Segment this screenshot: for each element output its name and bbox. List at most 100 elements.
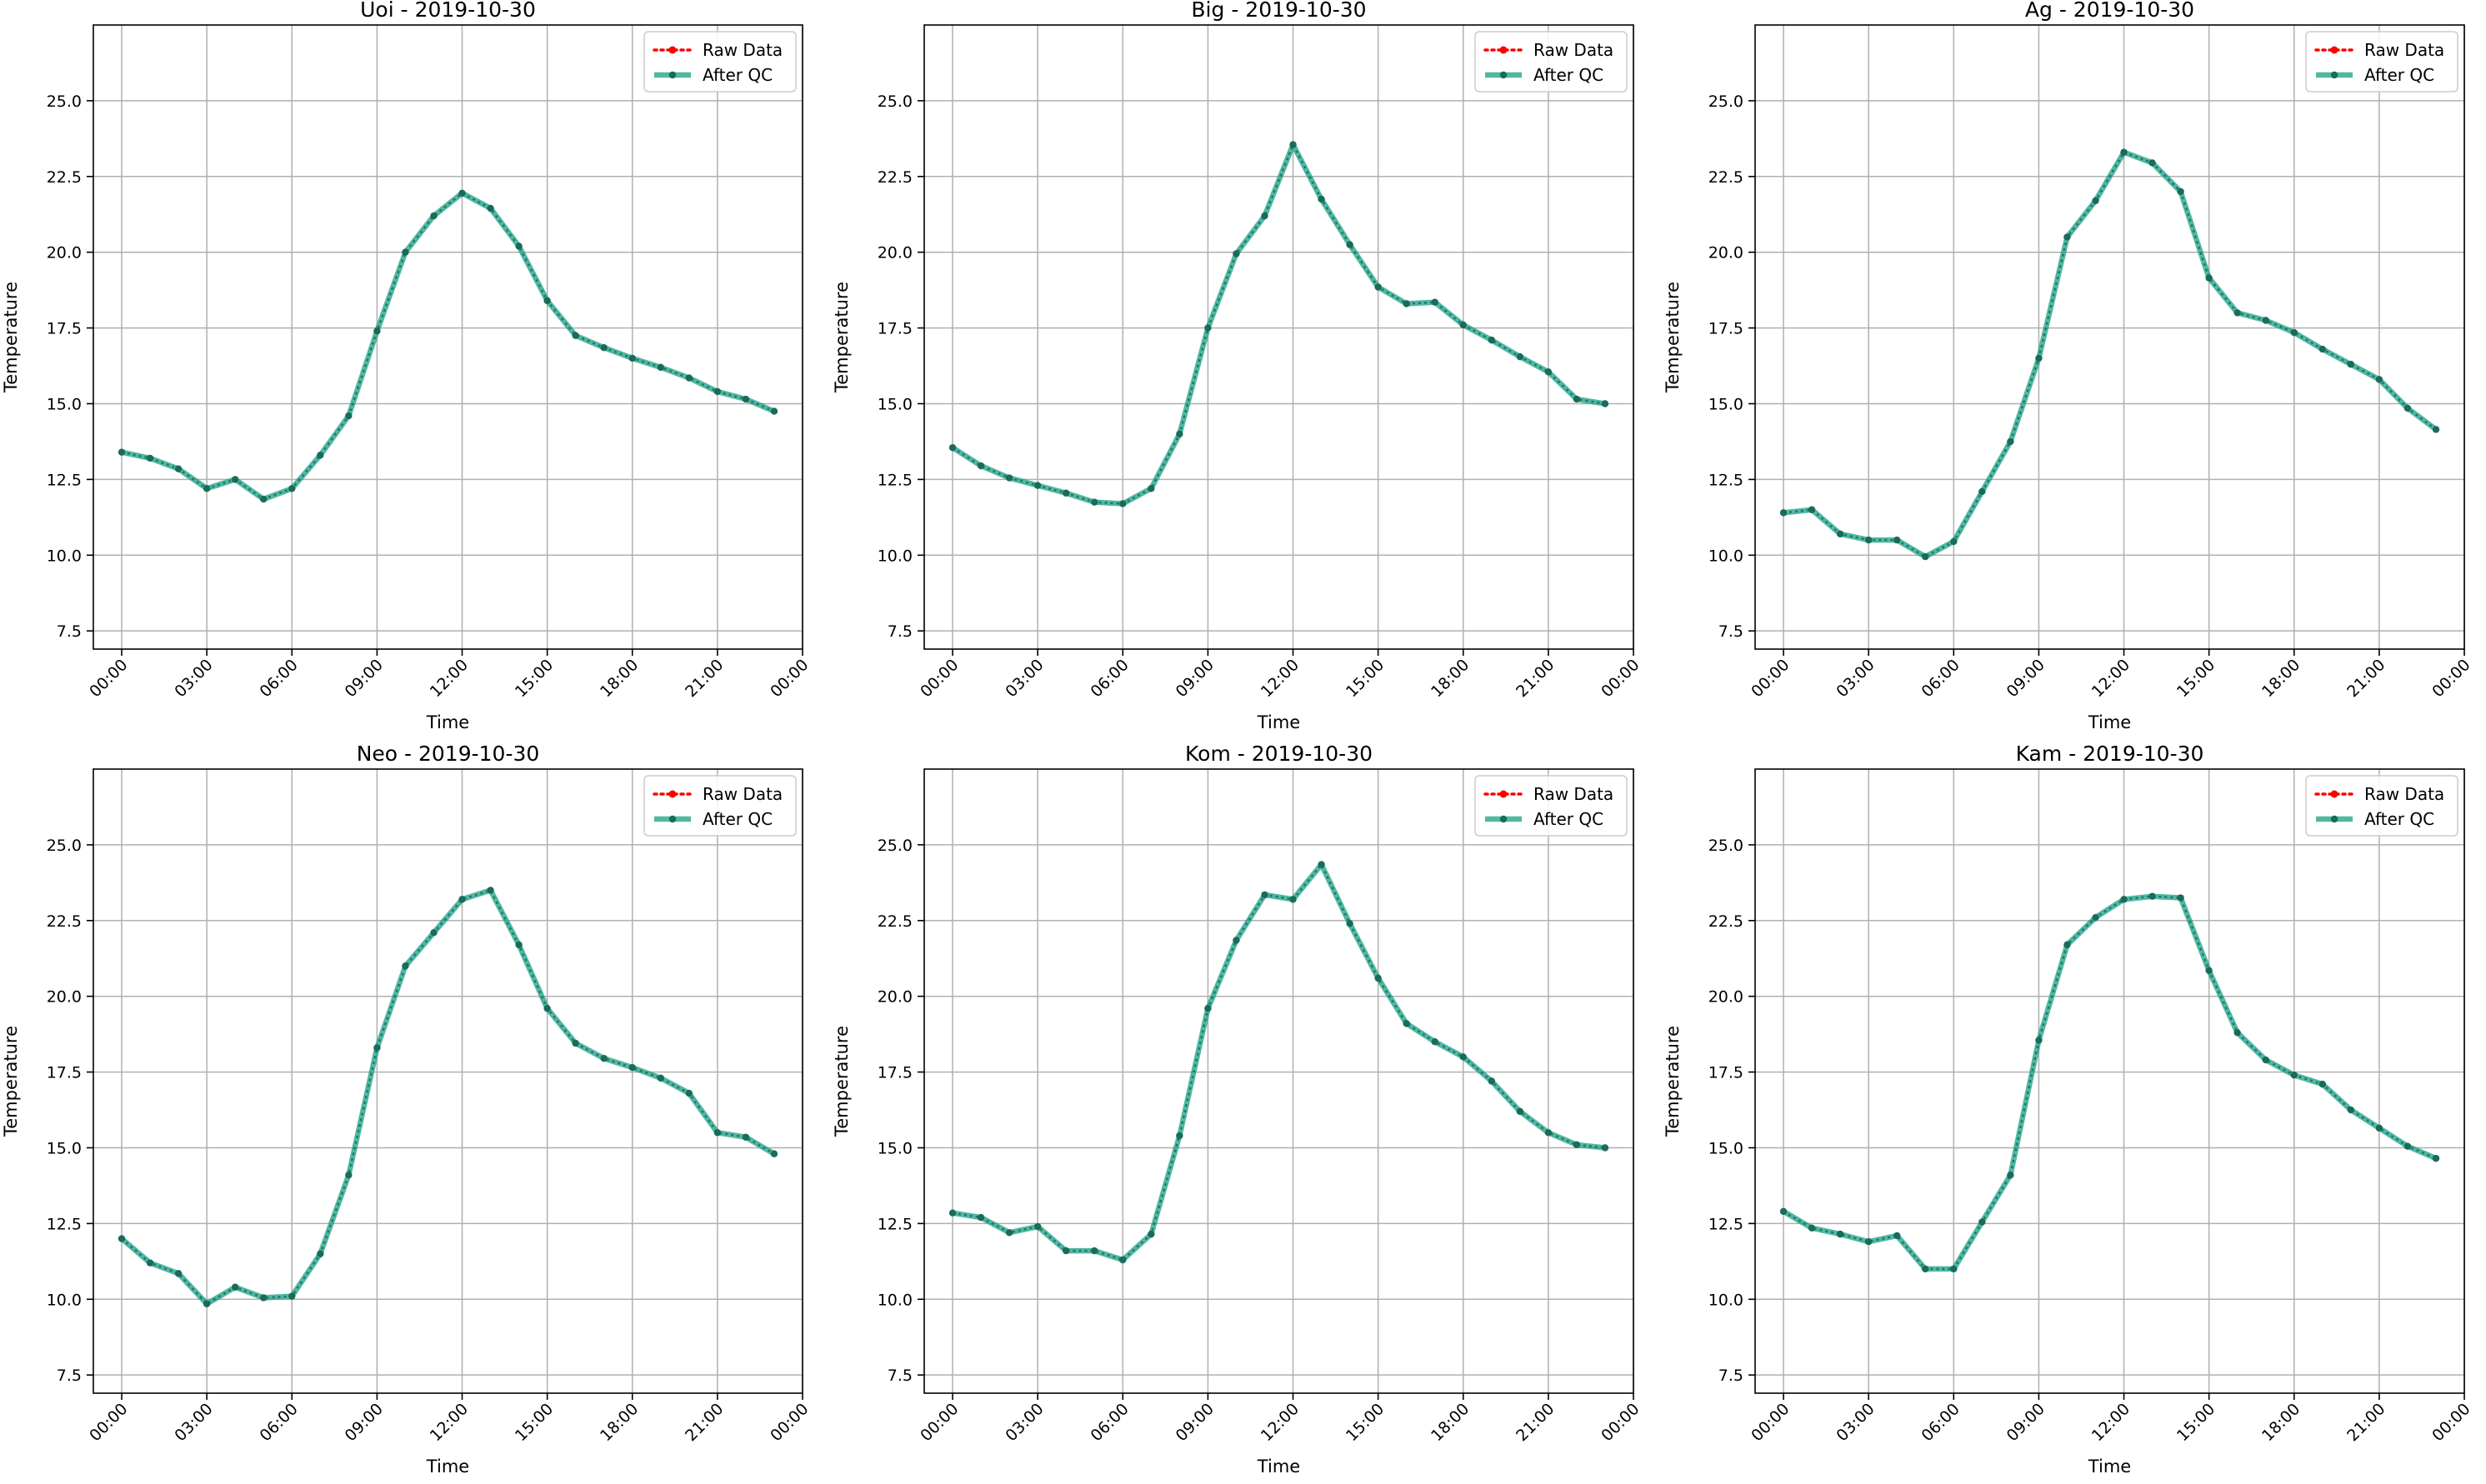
data-point-raw xyxy=(2064,235,2069,240)
data-point-raw xyxy=(517,942,522,947)
axes-frame xyxy=(923,24,1634,650)
x-tick-label: 06:00 xyxy=(1088,1400,1133,1445)
data-point-raw xyxy=(1838,532,1843,537)
x-tick-label: 06:00 xyxy=(257,1400,302,1445)
data-point-raw xyxy=(1319,862,1324,867)
legend-marker-raw xyxy=(2330,46,2338,54)
data-point-raw xyxy=(1092,1248,1097,1253)
data-point-raw xyxy=(715,1130,720,1135)
data-point-raw xyxy=(1461,1054,1466,1059)
data-point-raw xyxy=(573,333,578,338)
series-line-raw xyxy=(1783,151,2437,558)
y-tick-label: 22.5 xyxy=(47,912,82,931)
data-point-raw xyxy=(2263,318,2268,323)
y-tick-label: 17.5 xyxy=(47,320,82,338)
y-tick-label: 20.0 xyxy=(1708,988,1743,1007)
y-tick-label: 25.0 xyxy=(47,837,82,855)
data-point-raw xyxy=(460,191,465,196)
data-point-raw xyxy=(1319,197,1324,202)
y-axis-label: Temperature xyxy=(1663,1026,1683,1137)
data-point-raw xyxy=(2093,198,2098,203)
x-tick-label: 12:00 xyxy=(427,656,472,701)
axes-frame xyxy=(923,768,1634,1394)
y-axis-label: Temperature xyxy=(832,1026,852,1137)
data-point-raw xyxy=(978,1215,983,1220)
y-tick-label: 7.5 xyxy=(1718,1367,1743,1385)
data-point-raw xyxy=(1923,1267,1928,1272)
data-point-raw xyxy=(1007,476,1012,481)
axes-frame xyxy=(1754,24,2465,650)
chart-title: Uoi - 2019-10-30 xyxy=(360,0,536,22)
axes-frame xyxy=(93,24,803,650)
legend-marker-after-qc xyxy=(2330,71,2338,79)
y-tick-label: 22.5 xyxy=(47,168,82,187)
x-tick-label: 21:00 xyxy=(2343,1400,2388,1445)
x-tick-label: 03:00 xyxy=(1833,1400,1878,1445)
x-tick-label: 15:00 xyxy=(1343,656,1388,701)
x-tick-label: 12:00 xyxy=(1258,656,1303,701)
data-point-raw xyxy=(1979,489,1984,494)
data-point-raw xyxy=(1148,486,1153,491)
data-point-raw xyxy=(978,463,983,468)
data-point-raw xyxy=(950,1211,955,1216)
x-tick-label: 09:00 xyxy=(342,656,387,701)
plot-area xyxy=(93,25,803,649)
x-tick-label: 15:00 xyxy=(2173,1400,2218,1445)
data-point-raw xyxy=(261,497,266,502)
data-point-raw xyxy=(2207,968,2212,973)
chart-panel-1: 7.5 10.0 12.5 15.0 17.5 20.0 22.5 25.0 00:00 03:0… xyxy=(832,0,1643,732)
data-point-raw xyxy=(1781,510,1786,515)
y-tick-label: 25.0 xyxy=(878,92,913,111)
data-point-raw xyxy=(1233,252,1238,257)
legend: Raw Data After QC xyxy=(643,31,797,92)
data-point-raw xyxy=(1546,369,1551,374)
legend: Raw Data After QC xyxy=(1474,31,1628,92)
legend-marker-after-qc xyxy=(1499,815,1508,823)
legend-marker-after-qc xyxy=(668,815,677,823)
legend-label-after-qc: After QC xyxy=(2364,809,2434,829)
x-tick-label: 15:00 xyxy=(512,1400,557,1445)
x-tick-label: 00:00 xyxy=(767,1400,812,1445)
y-tick-label: 7.5 xyxy=(1718,622,1743,641)
y-tick-label: 10.0 xyxy=(47,1291,82,1309)
data-point-raw xyxy=(2405,406,2410,411)
y-tick-label: 7.5 xyxy=(57,622,82,641)
y-tick-label: 10.0 xyxy=(1708,547,1743,565)
data-point-raw xyxy=(1376,285,1381,290)
y-tick-label: 22.5 xyxy=(1708,912,1743,931)
data-point-raw xyxy=(1177,432,1182,437)
data-point-raw xyxy=(460,897,465,902)
chart-title: Big - 2019-10-30 xyxy=(1191,0,1366,22)
y-tick-label: 20.0 xyxy=(47,244,82,262)
chart-panel-3: 7.5 10.0 12.5 15.0 17.5 20.0 22.5 25.0 00:00 03:0… xyxy=(1,742,813,1477)
data-point-raw xyxy=(1923,554,1928,559)
data-point-raw xyxy=(1120,501,1125,506)
plot-area xyxy=(1755,25,2464,649)
data-point-raw xyxy=(1603,401,1608,406)
x-tick-label: 00:00 xyxy=(1598,1400,1643,1445)
data-point-raw xyxy=(1866,537,1871,542)
plot-area xyxy=(93,769,803,1393)
data-point-raw xyxy=(2036,1037,2041,1042)
x-tick-label: 03:00 xyxy=(171,656,216,701)
data-point-raw xyxy=(2320,347,2325,352)
data-point-raw xyxy=(204,1302,209,1307)
legend: Raw Data After QC xyxy=(2305,775,2458,837)
data-point-raw xyxy=(1148,1232,1153,1237)
y-tick-label: 25.0 xyxy=(1708,92,1743,111)
data-point-raw xyxy=(1291,897,1296,902)
x-tick-label: 21:00 xyxy=(2343,656,2388,701)
data-point-raw xyxy=(602,1056,607,1061)
y-tick-label: 17.5 xyxy=(878,1064,913,1082)
data-point-raw xyxy=(2178,189,2183,194)
data-point-raw xyxy=(2178,896,2183,901)
data-point-raw xyxy=(1951,539,1956,544)
data-point-raw xyxy=(488,206,493,211)
data-point-raw xyxy=(545,298,550,303)
data-point-raw xyxy=(2008,1172,2013,1177)
x-axis-label: Time xyxy=(426,1457,469,1477)
data-point-raw xyxy=(2036,356,2041,361)
legend-marker-raw xyxy=(1499,790,1508,798)
y-tick-label: 15.0 xyxy=(1708,395,1743,413)
